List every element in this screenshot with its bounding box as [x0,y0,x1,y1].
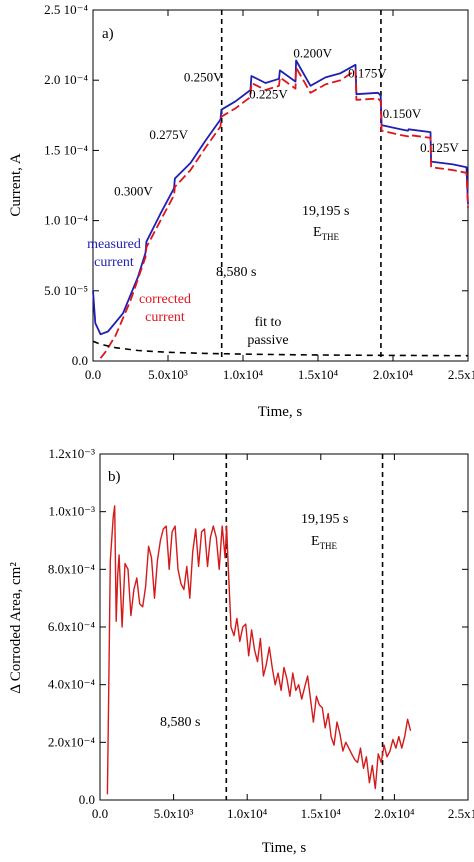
time-label-8580-a: 8,580 s [216,265,256,280]
x-tick-label: 1.0x10⁴ [223,367,264,382]
x-tick-label: 2.0x10⁴ [374,806,415,821]
measured-label-line2: current [94,255,134,270]
y-tick-label: 1.5 10⁻⁴ [44,142,88,157]
potential-label: 0.200V [293,46,332,61]
y-tick-label: 5.0 10⁻⁵ [44,283,88,298]
corrected-label-line2: current [145,310,185,325]
ethe-label-a: ETHE [313,225,340,242]
time-label-8580-b: 8,580 s [160,715,200,730]
ethe-sub-b: THE [320,541,338,551]
y-tick-label: 2.5 10⁻⁴ [44,2,88,17]
fit-label-line1: fit to [255,315,282,330]
panel-label-a: a) [102,26,114,42]
x-tick-label: 2.0x10⁴ [373,367,414,382]
y-tick-label: 2.0x10⁻⁴ [48,734,96,749]
y-tick-label: 1.0 10⁻⁴ [44,213,88,228]
time-label-19195-a: 19,195 s [302,204,349,219]
series-corroded-area [106,505,412,795]
x-tick-label: 0.0 [92,806,108,821]
y-tick-label: 1.0x10⁻³ [48,504,95,519]
potential-label: 0.275V [149,127,188,142]
x-tick-label: 1.0x10⁴ [227,806,268,821]
potential-label: 0.300V [114,183,153,198]
series-corrected-current [99,66,469,359]
y-tick-label: 8.0x10⁻⁴ [48,561,96,576]
time-label-19195-b: 19,195 s [301,512,348,527]
panel-a: 0.0 5.0x10³ 1.0x10⁴ 1.5x10⁴ 2.0x10⁴ 2.5x10⁴ 0.… [8,2,474,420]
y-tick-label: 2.0 10⁻⁴ [44,72,88,87]
measured-label-line1: measured [87,237,141,252]
x-axis-title-b: Time, s [262,840,307,856]
x-tick-label: 1.5x10⁴ [301,806,342,821]
x-tick-label: 0.0 [85,367,101,382]
x-tick-label: 1.5x10⁴ [298,367,339,382]
x-tick-label: 2.5x10⁴ [448,806,474,821]
panel-label-b: b) [108,469,121,485]
potential-label: 0.225V [249,86,288,101]
y-tick-label: 0.0 [79,792,95,807]
ethe-label-b: ETHE [311,534,338,551]
potential-label: 0.175V [348,65,387,80]
y-axis-title-a: Current, A [8,153,24,216]
x-tick-label: 5.0x10³ [148,367,188,382]
potential-label: 0.250V [184,70,223,85]
potential-label: 0.150V [383,106,422,121]
potential-label: 0.125V [420,140,459,155]
fit-label-line2: passive [247,333,288,348]
ethe-sub-a: THE [322,232,340,242]
y-tick-label: 0.0 [72,353,88,368]
y-axis-title-b: Δ Corroded Area, cm² [8,562,24,694]
y-tick-label: 6.0x10⁻⁴ [48,619,96,634]
panel-b: 0.0 5.0x10³ 1.0x10⁴ 1.5x10⁴ 2.0x10⁴ 2.5x10⁴ 0.… [8,446,474,856]
y-tick-label: 1.2x10⁻³ [48,446,95,461]
corrected-label-line1: corrected [139,292,191,307]
ethe-main-b: E [311,534,320,549]
plot-frame-b [99,453,469,801]
x-tick-label: 5.0x10³ [154,806,194,821]
x-tick-label: 2.5x10⁴ [448,367,474,382]
series-fit-to-passive [92,340,469,357]
y-tick-label: 4.0x10⁻⁴ [48,677,96,692]
x-axis-title-a: Time, s [258,404,303,420]
ethe-main-a: E [313,225,322,240]
